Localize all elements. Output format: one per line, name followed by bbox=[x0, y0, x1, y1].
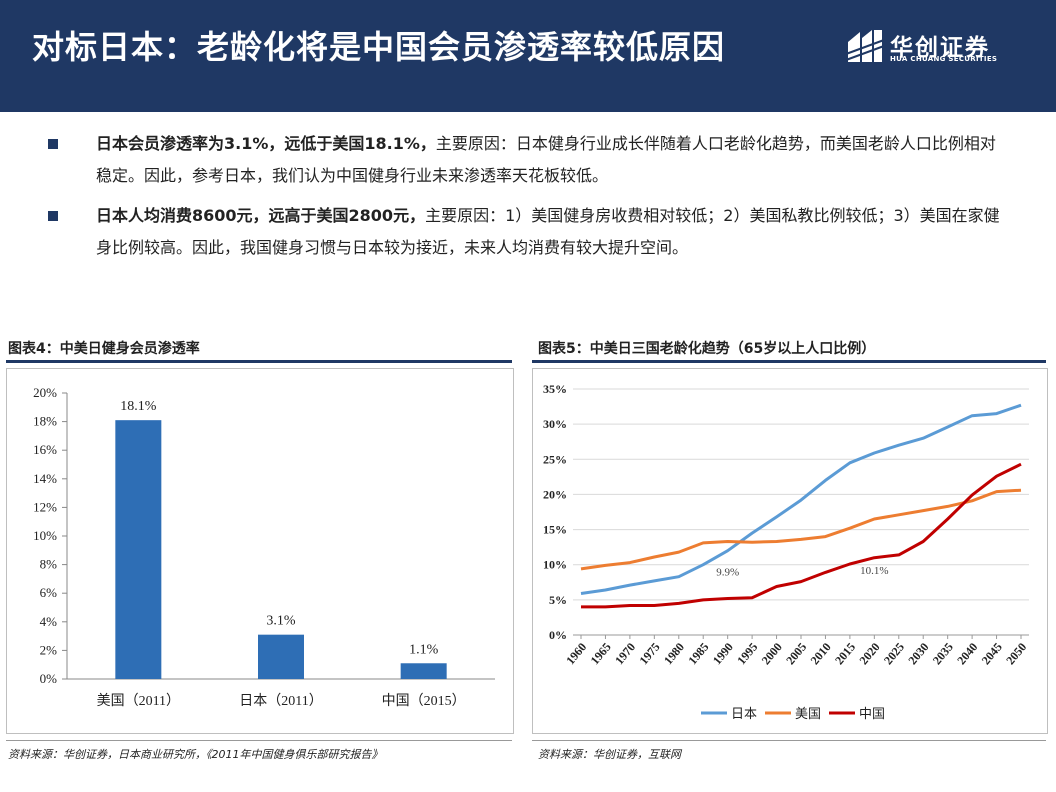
x-tick-label: 1980 bbox=[661, 640, 687, 667]
chart-right-caption: 图表5：中美日三国老龄化趋势（65岁以上人口比例） bbox=[538, 341, 876, 357]
x-tick-label: 1960 bbox=[563, 640, 589, 667]
series-line bbox=[580, 403, 1022, 595]
bar bbox=[400, 663, 447, 679]
logo-subtitle: HUA CHUANG SECURITIES bbox=[890, 55, 998, 63]
bullet-text: 主要原因：日本健身行业成长伴随着人口老龄化趋势，而美国老龄人口比例相对稳定。因此… bbox=[96, 134, 996, 185]
series-line bbox=[581, 462, 1022, 609]
x-tick-label: 2005 bbox=[783, 640, 809, 667]
y-tick-label: 14% bbox=[33, 471, 57, 486]
y-tick-label: 10% bbox=[33, 528, 57, 543]
chart-right-source-rule bbox=[532, 740, 1046, 741]
y-tick-label: 18% bbox=[33, 414, 57, 429]
legend-label: 中国 bbox=[859, 706, 885, 721]
x-tick-label: 2045 bbox=[979, 640, 1005, 667]
logo-mark-icon bbox=[846, 30, 884, 62]
data-annotation: 9.9% bbox=[716, 566, 739, 578]
y-tick-label: 2% bbox=[40, 642, 58, 657]
x-tick-label: 2000 bbox=[759, 640, 785, 667]
x-tick-label: 1975 bbox=[636, 640, 662, 667]
chart-right-frame: 0% 5% 10% 15% 20% 25% 30% 35% 1960 1965 1970 1975 19… bbox=[532, 368, 1048, 734]
chart-left-caption: 图表4：中美日健身会员渗透率 bbox=[8, 341, 200, 357]
x-tick-label: 2025 bbox=[881, 640, 907, 667]
line-chart: 0%5%10%15%20%25%30%35%196019651970197519… bbox=[543, 382, 1029, 721]
y-tick-label: 30% bbox=[543, 417, 567, 431]
y-tick-label: 12% bbox=[33, 499, 57, 514]
x-tick-label: 2020 bbox=[856, 640, 882, 667]
series-line bbox=[580, 488, 1022, 571]
bar-chart: 0% 2% 4% 6% 8% 10% 12% 14% 16% 18% 20% 18.1% 美国（2011… bbox=[33, 385, 495, 709]
y-tick-label: 5% bbox=[549, 593, 567, 607]
x-tick-label: 1970 bbox=[612, 640, 638, 667]
x-category-label: 美国（2011） bbox=[97, 693, 180, 709]
y-tick-label: 20% bbox=[33, 385, 57, 400]
x-tick-label: 1995 bbox=[734, 640, 760, 667]
bar-data-label: 3.1% bbox=[266, 614, 296, 629]
bullet-square-icon bbox=[48, 211, 58, 221]
chart-right-rule bbox=[532, 360, 1046, 363]
y-tick-label: 0% bbox=[549, 628, 567, 642]
x-tick-label: 2040 bbox=[954, 640, 980, 667]
data-annotation: 10.1% bbox=[860, 565, 888, 577]
bar-data-label: 18.1% bbox=[120, 399, 157, 414]
bullet-item: 日本人均消费8600元，远高于美国2800元，主要原因：1）美国健身房收费相对较… bbox=[48, 200, 1008, 264]
chart-left-source-rule bbox=[6, 740, 512, 741]
bullet-item: 日本会员渗透率为3.1%，远低于美国18.1%，主要原因：日本健身行业成长伴随着… bbox=[48, 128, 1008, 192]
y-tick-label: 15% bbox=[543, 523, 567, 537]
x-tick-label: 2010 bbox=[808, 640, 834, 667]
bar bbox=[258, 634, 304, 679]
page-title: 对标日本：老龄化将是中国会员渗透率较低原因 bbox=[32, 28, 726, 66]
y-tick-label: 8% bbox=[40, 557, 58, 572]
y-tick-label: 4% bbox=[40, 614, 58, 629]
bar bbox=[115, 420, 162, 679]
company-logo: 华创证券 HUA CHUANG SECURITIES bbox=[846, 28, 1036, 68]
chart-left-source: 资料来源：华创证券，日本商业研究所，《2011年中国健身俱乐部研究报告》 bbox=[8, 748, 383, 761]
x-category-label: 日本（2011） bbox=[239, 693, 322, 709]
x-tick-label: 1965 bbox=[588, 640, 614, 667]
bullet-bold-text: 日本人均消费8600元，远高于美国2800元， bbox=[96, 206, 426, 225]
legend-label: 美国 bbox=[795, 706, 821, 721]
header-bar: 对标日本：老龄化将是中国会员渗透率较低原因 华创证券 HUA CHUANG SE… bbox=[0, 0, 1056, 112]
x-tick-label: 1990 bbox=[710, 640, 736, 667]
bar-data-label: 1.1% bbox=[409, 642, 439, 657]
x-tick-label: 2035 bbox=[930, 640, 956, 667]
y-tick-label: 35% bbox=[543, 382, 567, 396]
y-tick-label: 0% bbox=[40, 671, 58, 686]
y-tick-label: 20% bbox=[543, 487, 567, 501]
y-tick-label: 10% bbox=[543, 558, 567, 572]
bullet-list: 日本会员渗透率为3.1%，远低于美国18.1%，主要原因：日本健身行业成长伴随着… bbox=[48, 128, 1008, 272]
chart-right-source: 资料来源：华创证券，互联网 bbox=[538, 748, 681, 761]
x-category-label: 中国（2015） bbox=[382, 693, 466, 709]
x-tick-label: 2050 bbox=[1003, 640, 1029, 667]
y-tick-label: 16% bbox=[33, 442, 57, 457]
legend-label: 日本 bbox=[731, 706, 757, 721]
y-tick-label: 25% bbox=[543, 452, 567, 466]
logo-name: 华创证券 bbox=[890, 35, 990, 61]
x-tick-label: 1985 bbox=[685, 640, 711, 667]
bullet-square-icon bbox=[48, 139, 58, 149]
chart-left-frame: 0% 2% 4% 6% 8% 10% 12% 14% 16% 18% 20% 18.1% 美国（2011… bbox=[6, 368, 514, 734]
bullet-text: 主要原因：1）美国健身房收费相对较低；2）美国私教比例较低；3）美国在家健身比例… bbox=[96, 206, 1000, 257]
y-tick-label: 6% bbox=[40, 585, 58, 600]
x-tick-label: 2030 bbox=[905, 640, 931, 667]
chart-left-rule bbox=[6, 360, 512, 363]
x-tick-label: 2015 bbox=[832, 640, 858, 667]
bullet-bold-text: 日本会员渗透率为3.1%，远低于美国18.1%， bbox=[96, 134, 436, 153]
